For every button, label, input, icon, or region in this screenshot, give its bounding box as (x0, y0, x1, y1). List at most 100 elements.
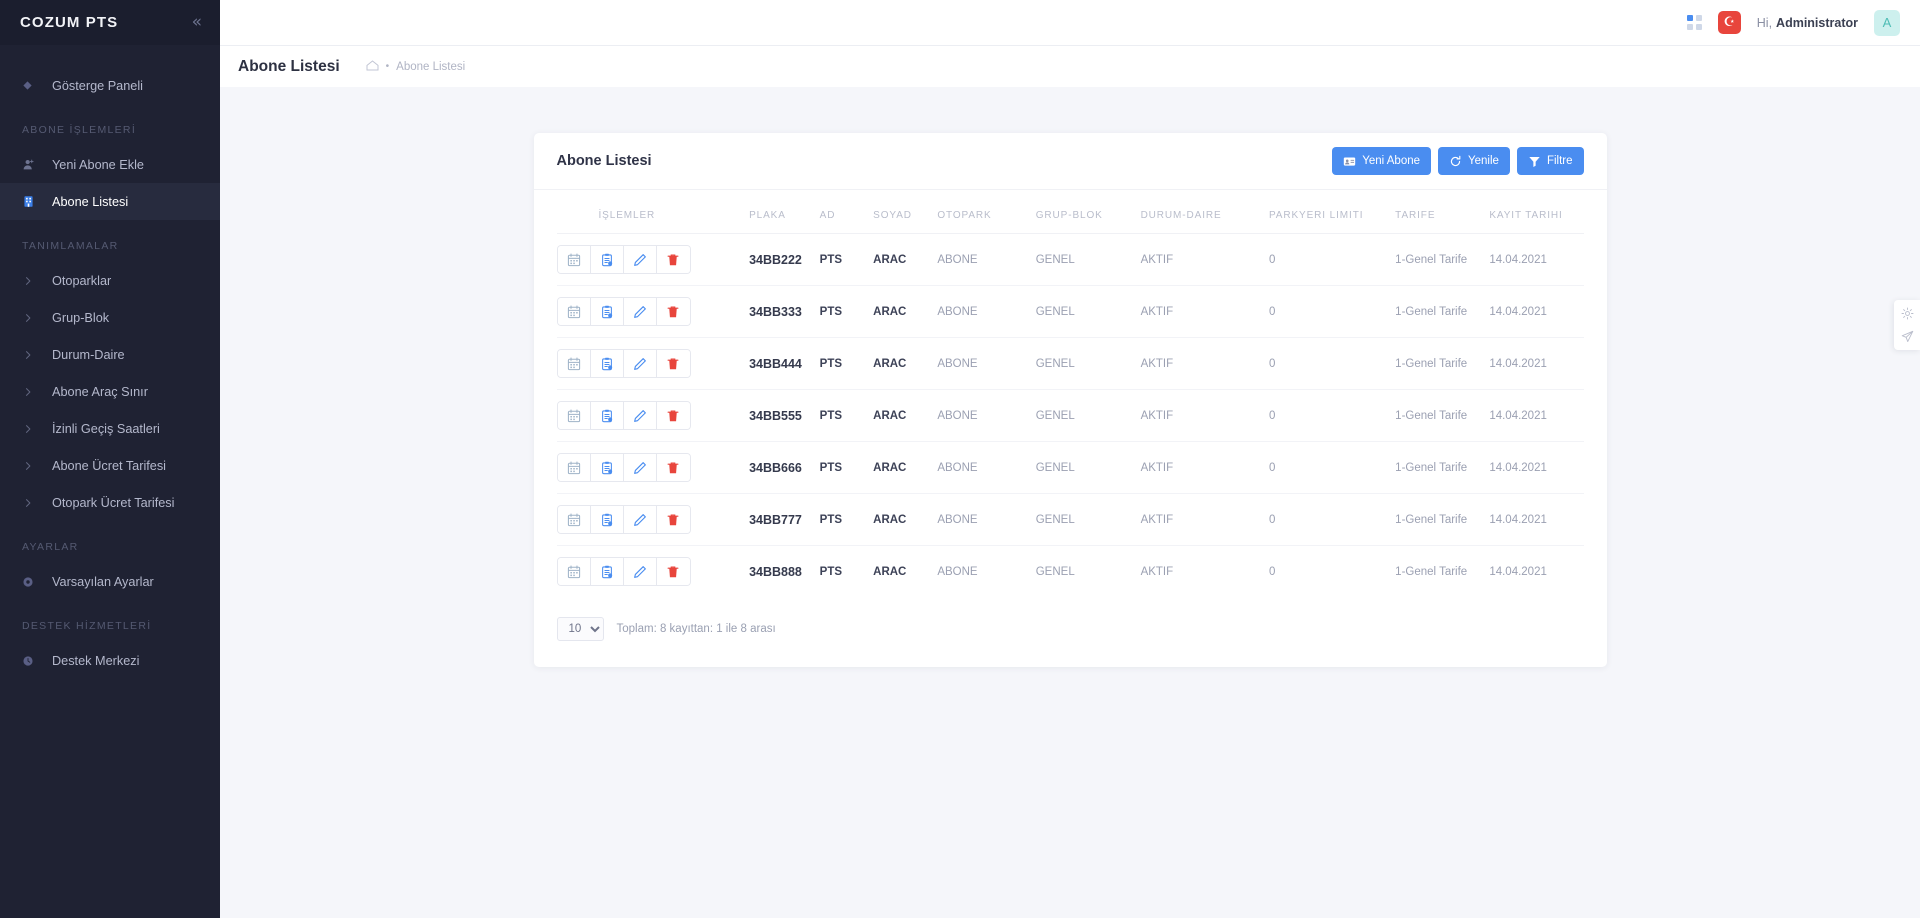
pencil-edit-button[interactable] (623, 298, 657, 325)
column-header-soyad[interactable]: SOYAD (873, 198, 938, 234)
cell-limit: 0 (1268, 233, 1396, 286)
cell-soyad: ARAC (873, 389, 938, 442)
row-actions-cell (556, 546, 750, 598)
sidebar-item-label: Otoparklar (52, 273, 112, 288)
clipboard-report-button[interactable] (590, 246, 624, 273)
table-header-row: İŞLEMLER PLAKA AD SOYAD OTOPARK GRUP-BLOK DURU… (556, 198, 1584, 234)
clipboard-report-button[interactable] (590, 350, 624, 377)
column-header-grup-blok[interactable]: GRUP-BLOK (1035, 198, 1141, 234)
clipboard-report-button[interactable] (590, 558, 624, 585)
trash-delete-button[interactable] (656, 298, 690, 325)
calendar-button[interactable] (557, 454, 591, 481)
trash-delete-button[interactable] (656, 350, 690, 377)
gear-icon[interactable] (1901, 307, 1914, 320)
sidebar-item-otoparklar[interactable]: Otoparklar (0, 262, 220, 299)
sidebar-item-destek-merkezi[interactable]: Destek Merkezi (0, 642, 220, 679)
cell-limit: 0 (1268, 337, 1396, 390)
clipboard-report-button[interactable] (590, 298, 624, 325)
calendar-button[interactable] (557, 350, 591, 377)
cell-ad: PTS (819, 233, 874, 286)
trash-delete-button[interactable] (656, 558, 690, 585)
trash-delete-button[interactable] (656, 454, 690, 481)
calendar-button[interactable] (557, 558, 591, 585)
row-actions-cell (556, 285, 750, 338)
column-header-ad[interactable]: AD (819, 198, 874, 234)
table-body: 34BB222 PTS ARAC ABONE GENEL AKTIF 0 1-Genel Ta… (556, 233, 1584, 598)
clipboard-report-button[interactable] (590, 506, 624, 533)
sidebar: COZUM PTS « Gösterge Paneli ABONE İŞLEMLE… (0, 0, 220, 918)
cell-plaka: 34BB666 (749, 441, 820, 494)
cell-kayit: 14.04.2021 (1489, 233, 1584, 286)
turkish-flag-icon[interactable]: ☪ (1717, 11, 1741, 34)
cell-kayit: 14.04.2021 (1489, 285, 1584, 338)
app-logo: COZUM PTS (20, 14, 119, 31)
refresh-icon (1449, 155, 1462, 168)
calendar-button[interactable] (557, 246, 591, 273)
table-row: 34BB333 PTS ARAC ABONE GENEL AKTIF 0 1-Genel Ta… (556, 285, 1584, 338)
home-icon[interactable] (366, 59, 379, 74)
avatar[interactable]: A (1874, 9, 1900, 36)
cell-durum: AKTIF (1140, 441, 1269, 494)
column-header-parkyeri-limiti[interactable]: PARKYERI LIMITI (1268, 198, 1396, 234)
sidebar-item-otopark-cret-tarifesi[interactable]: Otopark Ücret Tarifesi (0, 484, 220, 521)
chevron-right-icon (22, 386, 44, 398)
filtre-button[interactable]: Filtre (1516, 147, 1584, 175)
pagination-summary: Toplam: 8 kayıttan: 1 ile 8 arası (616, 623, 776, 635)
sidebar-item-g-sterge-paneli[interactable]: Gösterge Paneli (0, 67, 220, 104)
pencil-edit-button[interactable] (623, 454, 657, 481)
grid-apps-icon[interactable] (1686, 15, 1702, 30)
topbar: ☪ Hi, Administrator A (220, 0, 1920, 45)
sidebar-item-i-zinli-ge-i-saatleri[interactable]: İzinli Geçiş Saatleri (0, 410, 220, 447)
column-header-plaka[interactable]: PLAKA (749, 198, 820, 234)
cell-durum: AKTIF (1140, 389, 1269, 442)
chevrons-left-icon[interactable]: « (191, 12, 202, 32)
yenile-button[interactable]: Yenile (1438, 147, 1510, 175)
calendar-button[interactable] (557, 298, 591, 325)
sidebar-item-abone-ara-s-n-r[interactable]: Abone Araç Sınır (0, 373, 220, 410)
trash-delete-button[interactable] (656, 246, 690, 273)
gear-icon (22, 576, 44, 588)
pencil-edit-button[interactable] (623, 246, 657, 273)
cell-soyad: ARAC (873, 233, 938, 286)
sidebar-item-label: İzinli Geçiş Saatleri (52, 421, 160, 436)
cell-plaka: 34BB777 (749, 493, 820, 546)
sidebar-item-label: Otopark Ücret Tarifesi (52, 495, 175, 510)
breadcrumb-current[interactable]: Abone Listesi (396, 60, 466, 73)
row-actions-cell (556, 389, 750, 442)
clipboard-report-button[interactable] (590, 454, 624, 481)
yeni-abone-button[interactable]: Yeni Abone (1332, 147, 1432, 175)
pencil-edit-button[interactable] (623, 402, 657, 429)
column-header-durum-daire[interactable]: DURUM-DAIRE (1140, 198, 1269, 234)
table-row: 34BB555 PTS ARAC ABONE GENEL AKTIF 0 1-Genel Ta… (556, 389, 1584, 442)
page-size-select[interactable]: 102550100 (556, 617, 604, 641)
trash-delete-button[interactable] (656, 506, 690, 533)
sidebar-item-label: Grup-Blok (52, 310, 110, 325)
sidebar-item-varsay-lan-ayarlar[interactable]: Varsayılan Ayarlar (0, 563, 220, 600)
pencil-edit-button[interactable] (623, 506, 657, 533)
clipboard-report-button[interactable] (590, 402, 624, 429)
sidebar-item-yeni-abone-ekle[interactable]: Yeni Abone Ekle (0, 146, 220, 183)
cell-kayit: 14.04.2021 (1489, 441, 1584, 494)
column-header-tarife[interactable]: TARIFE (1395, 198, 1490, 234)
pencil-edit-button[interactable] (623, 558, 657, 585)
pencil-edit-button[interactable] (623, 350, 657, 377)
calendar-button[interactable] (557, 506, 591, 533)
cell-plaka: 34BB222 (749, 233, 820, 286)
calendar-button[interactable] (557, 402, 591, 429)
sidebar-item-label: Gösterge Paneli (52, 78, 143, 93)
sidebar-item-durum-daire[interactable]: Durum-Daire (0, 336, 220, 373)
column-header-i-lemler[interactable]: İŞLEMLER (556, 198, 750, 234)
sidebar-item-label: Varsayılan Ayarlar (52, 574, 154, 589)
sidebar-item-grup-blok[interactable]: Grup-Blok (0, 299, 220, 336)
button-label: Yenile (1468, 155, 1499, 167)
user-add-icon (22, 158, 44, 171)
column-header-otopark[interactable]: OTOPARK (937, 198, 1036, 234)
paper-plane-icon[interactable] (1901, 330, 1914, 343)
column-header-kayit-tarihi[interactable]: KAYIT TARIHI (1489, 198, 1584, 234)
sidebar-item-abone-listesi[interactable]: Abone Listesi (0, 183, 220, 220)
cell-ad: PTS (819, 389, 874, 442)
cell-durum: AKTIF (1140, 233, 1269, 286)
sidebar-item-abone-cret-tarifesi[interactable]: Abone Ücret Tarifesi (0, 447, 220, 484)
trash-delete-button[interactable] (656, 402, 690, 429)
